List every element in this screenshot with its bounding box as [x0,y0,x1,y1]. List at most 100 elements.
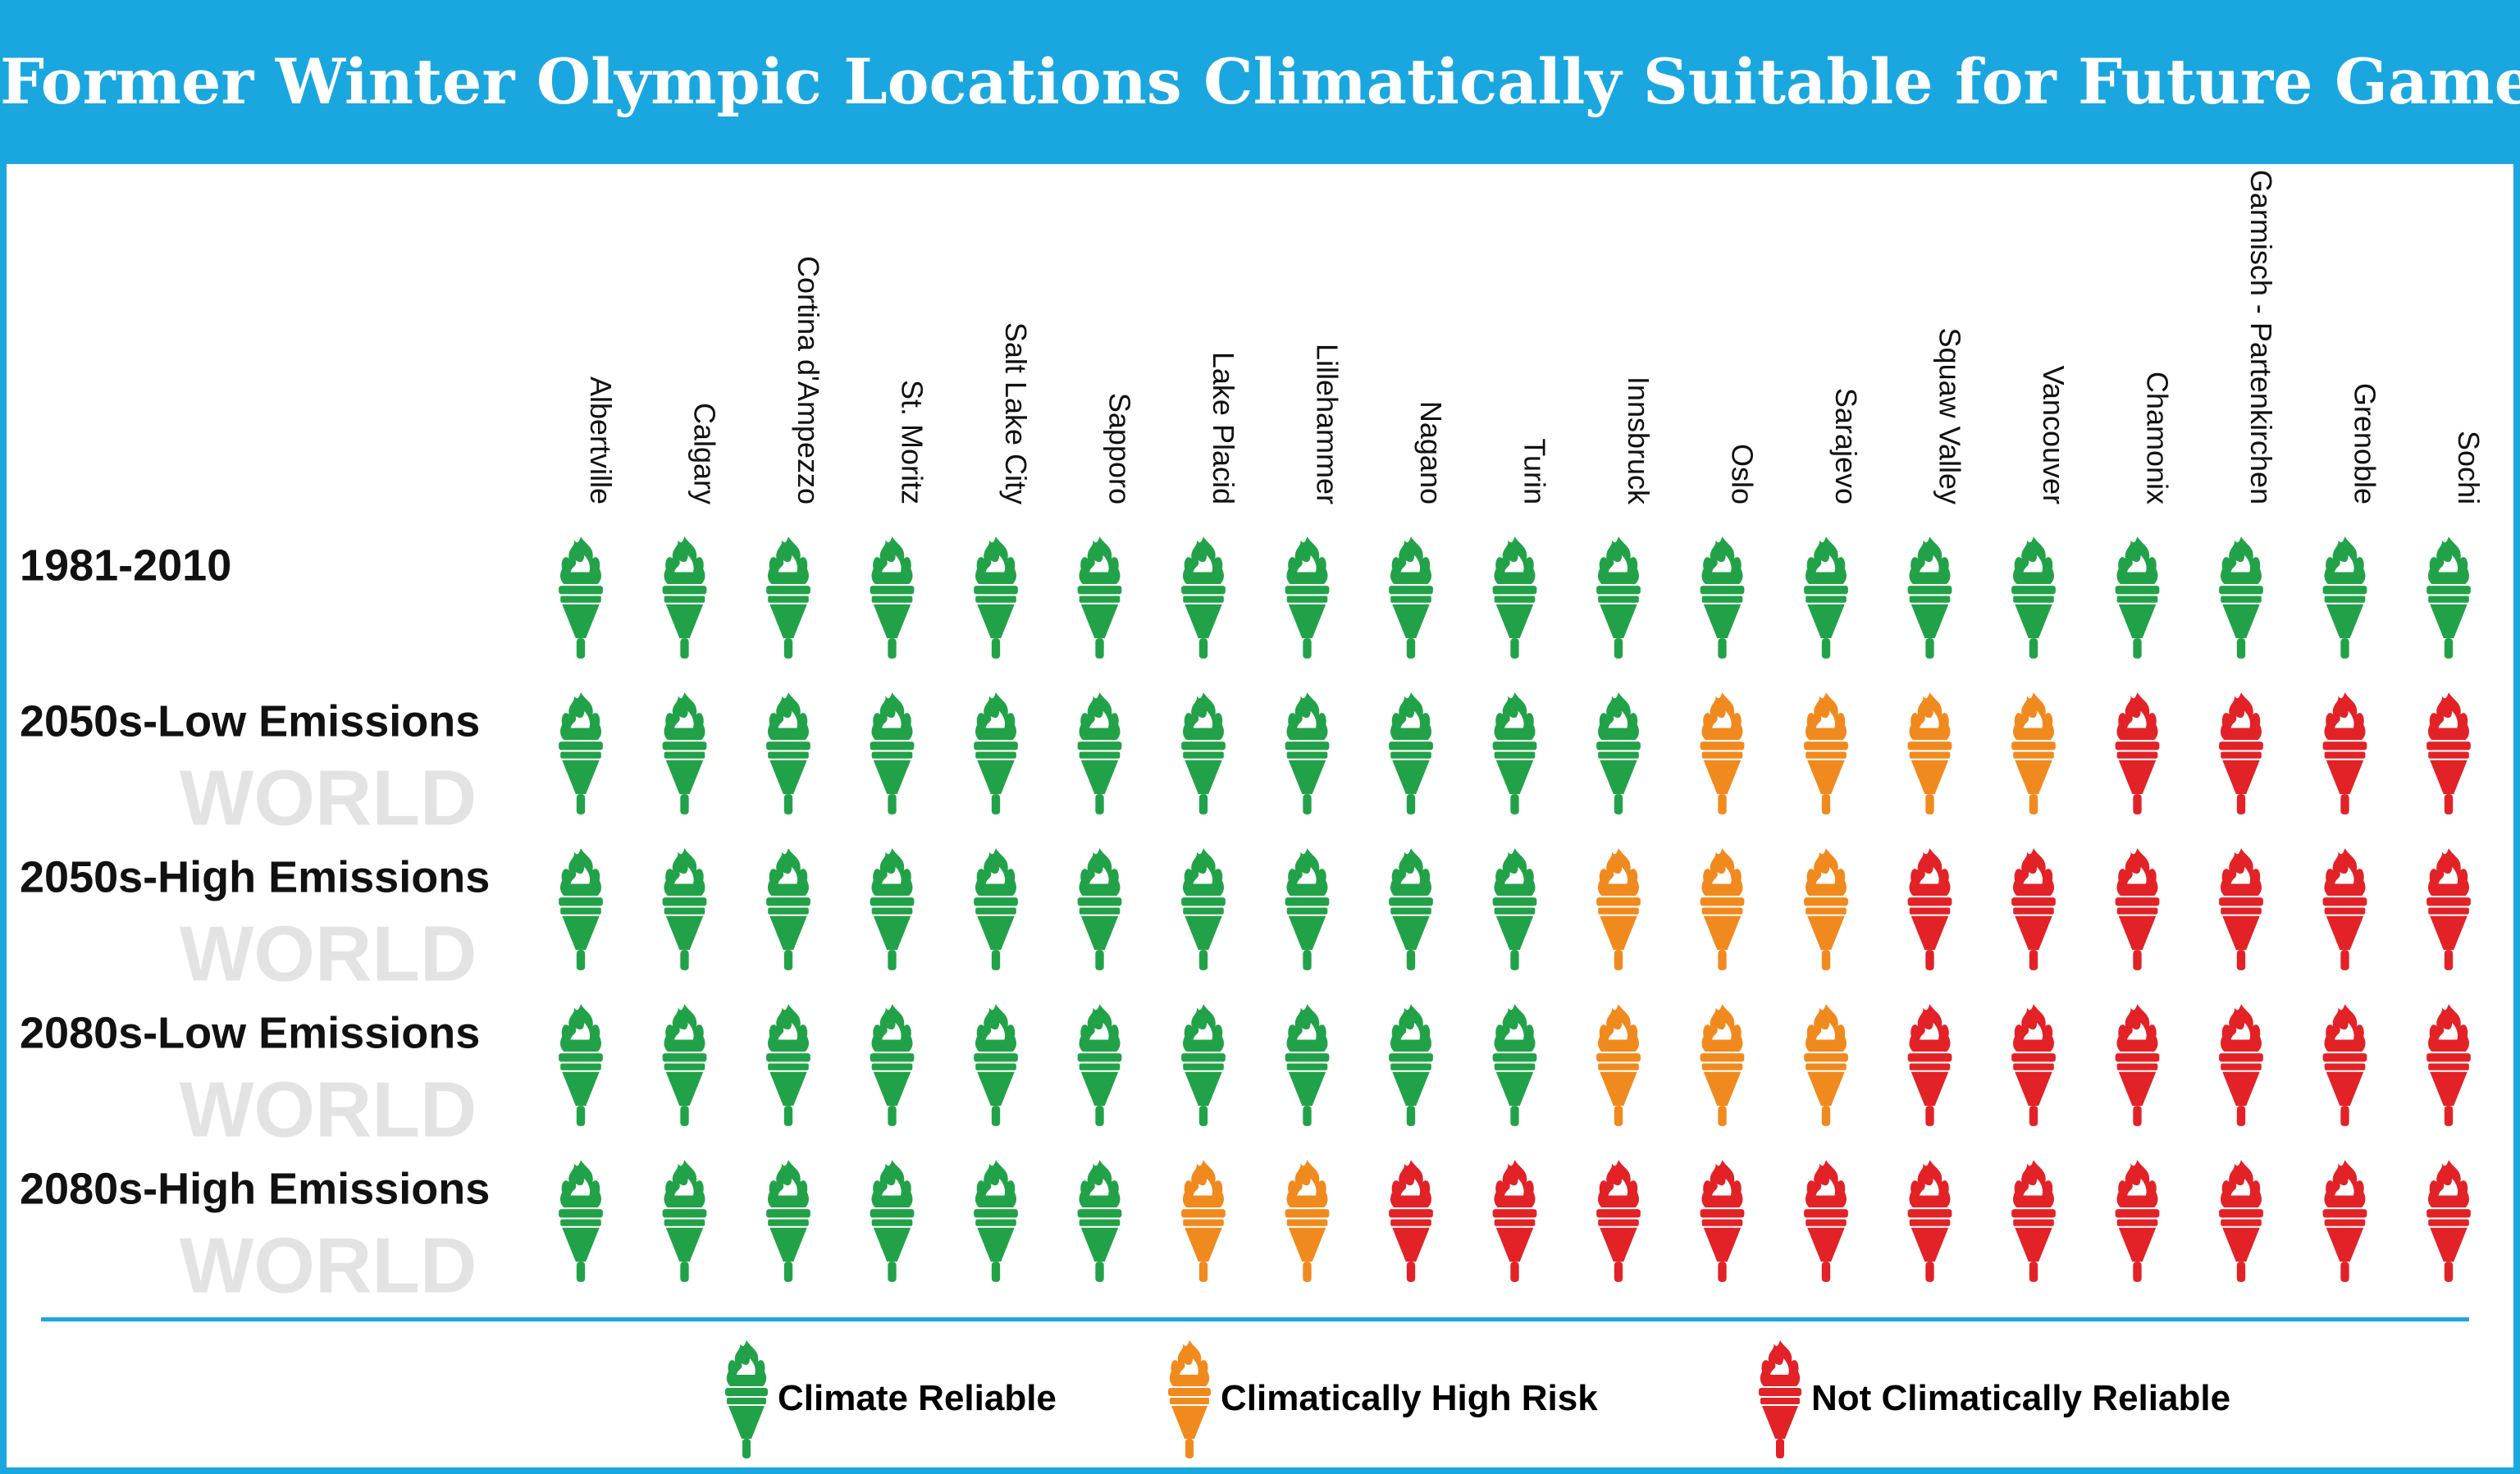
column-label: Calgary [688,403,722,504]
watermark-text: WORLD [180,755,477,842]
torch-mark [2011,1004,2056,1126]
column-label: Nagano [1414,401,1448,504]
torch-mark [2322,1004,2367,1126]
torch-mark [1181,692,1226,815]
torch-mark [766,692,810,815]
torch-mark [2322,692,2367,815]
torch-mark [2426,536,2471,659]
torch-mark [1700,536,1745,659]
watermark-text: WORLD [180,1066,477,1154]
torch-mark [2115,848,2160,970]
column-label: Albertville [584,376,618,504]
torch-mark [1492,692,1537,815]
row-label: 1981-2010 [20,541,231,591]
torch-mark [1389,692,1433,815]
torch-mark [2219,848,2263,970]
torch-mark [1596,536,1641,659]
torch-mark [1596,1160,1641,1282]
torch-mark [1804,692,1848,815]
legend-label: Climate Reliable [778,1378,1057,1418]
column-label: Lake Placid [1207,352,1240,504]
row-label: 2080s-Low Emissions [20,1009,480,1058]
torch-mark [662,536,707,659]
torch-mark [2219,1160,2263,1282]
torch-mark [1907,1004,1952,1126]
torch-mark [2426,692,2471,815]
torch-mark [974,1160,1018,1282]
torch-mark [2011,1160,2056,1282]
torch-mark [1492,848,1537,970]
torch-mark [1907,692,1952,815]
torch-mark [1285,1004,1330,1126]
column-label: Oslo [1726,444,1760,504]
torch-mark [766,1004,810,1126]
legend-label: Not Climatically Reliable [1811,1378,2231,1418]
torch-mark [766,1160,810,1282]
column-label: Turin [1518,438,1552,504]
legend-label: Climatically High Risk [1221,1378,1598,1418]
torch-mark [1285,848,1330,970]
torch-mark [1285,1160,1330,1282]
torch-mark [1389,1004,1433,1126]
torch-mark [2115,692,2160,815]
torch-mark [870,848,915,970]
column-label: Sarajevo [1829,388,1863,504]
torch-mark [1700,1160,1745,1282]
title-banner [0,0,2520,164]
torch-mark [766,848,810,970]
torch-mark [1700,1004,1745,1126]
torch-mark [2219,1004,2263,1126]
torch-mark [559,536,603,659]
torch-mark [662,1160,707,1282]
column-label: Vancouver [2037,366,2070,504]
torch-mark [1596,848,1641,970]
torch-mark [1181,1004,1226,1126]
torch-mark [1492,1160,1537,1282]
torch-mark [1907,1160,1952,1282]
torch-mark [1804,848,1848,970]
torch-mark [2011,536,2056,659]
legend-item-not-reliable: Not Climatically Reliable [1755,1337,2230,1460]
torch-mark [2115,536,2160,659]
row-label: 2080s-High Emissions [20,1165,490,1214]
column-label: Squaw Valley [1933,328,1967,504]
torch-mark [1077,848,1122,970]
torch-mark [2426,848,2471,970]
legend-divider [41,1317,2469,1321]
torch-mark [1077,1160,1122,1282]
torch-mark [1492,536,1537,659]
torch-mark [870,536,915,659]
torch-mark [974,848,1018,970]
torch-icon [725,1340,768,1458]
torch-mark [1804,1160,1848,1282]
torch-mark [1700,848,1745,970]
torch-mark [2426,1160,2471,1282]
torch-mark [1181,536,1226,659]
column-label: Garmisch - Partenkirchen [2244,170,2278,504]
watermark-text: WORLD [180,1222,477,1310]
torch-mark [662,692,707,815]
torch-mark [1700,692,1745,815]
torch-mark [2322,1160,2367,1282]
column-label: Salt Lake City [999,322,1033,504]
torch-mark [1389,848,1433,970]
row-label: 2050s-Low Emissions [20,697,480,746]
torch-mark [1285,692,1330,815]
torch-mark [559,1004,603,1126]
torch-mark [1596,692,1641,815]
torch-mark [1389,536,1433,659]
torch-mark [2426,1004,2471,1126]
column-label: Grenoble [2349,383,2382,504]
column-label: St. Moritz [896,380,929,504]
torch-mark [2011,848,2056,970]
column-label: Chamonix [2141,372,2175,504]
torch-icon [1759,1340,1801,1458]
torch-mark [1492,1004,1537,1126]
column-label: Cortina d'Ampezzo [792,256,825,504]
torch-mark [1181,1160,1226,1282]
torch-mark [662,1004,707,1126]
torch-mark [766,536,810,659]
legend-item-reliable: Climate Reliable [722,1337,1057,1460]
torch-mark [2115,1004,2160,1126]
